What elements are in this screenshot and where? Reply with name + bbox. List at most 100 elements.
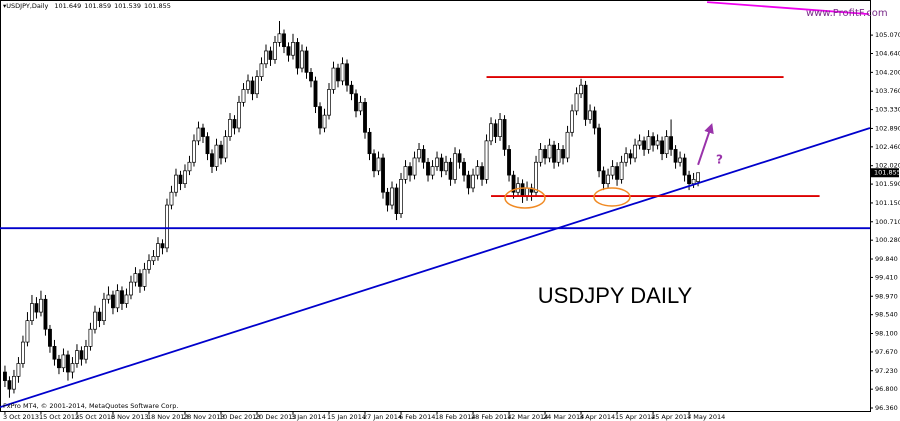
candle-body (79, 350, 84, 360)
candle-body (3, 371, 7, 381)
candle-body (250, 80, 255, 95)
candle-body (390, 187, 394, 206)
candle-body (691, 179, 696, 185)
symbol: USDJPY,Daily (6, 2, 48, 10)
candle-body (592, 110, 597, 129)
candle-body (453, 153, 457, 180)
candle-body (327, 89, 331, 116)
candle-body (313, 80, 318, 107)
candle-body (664, 136, 669, 155)
candle-body (120, 290, 124, 304)
candle-body (25, 320, 30, 343)
candle-body (7, 380, 12, 390)
candle-body (538, 149, 543, 163)
y-tick-label: 99.840 (875, 255, 898, 263)
y-tick-label: 100.280 (875, 236, 900, 244)
candle-body (651, 136, 655, 146)
y-tick-label: 105.070 (875, 31, 900, 39)
candle-body (367, 131, 372, 155)
candle-body (426, 161, 430, 176)
y-tick-label: 101.150 (875, 199, 900, 207)
candle-body (124, 294, 129, 304)
candle-body (682, 157, 687, 176)
question-mark: ? (716, 153, 723, 167)
plot-frame (0, 0, 871, 412)
candle-body (16, 363, 21, 377)
candle-body (588, 110, 592, 120)
candle-body (259, 63, 264, 77)
candle-body (165, 204, 169, 249)
last-price-label: 101.855 (874, 169, 900, 177)
y-tick-label: 96.360 (875, 404, 898, 412)
candle-body (399, 179, 403, 214)
candle-body (111, 294, 115, 309)
candle-body (507, 149, 511, 176)
candle-body (655, 140, 660, 146)
candle-body (349, 84, 354, 95)
candle-body (322, 114, 327, 129)
candle-body (291, 42, 295, 56)
candle-body (556, 149, 561, 163)
candle-body (534, 161, 538, 193)
candle-body (336, 67, 340, 82)
candle-body (484, 140, 489, 180)
candle-body (502, 119, 507, 150)
candle-body (192, 140, 196, 163)
x-tick-label: 12 Mar 2014 (507, 413, 548, 421)
candle-body (205, 136, 210, 155)
candle-body (210, 153, 214, 167)
candle-body (174, 174, 178, 193)
x-tick-label: 28 Feb 2014 (471, 413, 511, 421)
candle-body (102, 298, 106, 322)
candle-body (232, 119, 237, 129)
candle-body (480, 166, 484, 180)
candle-body (300, 50, 304, 69)
candle-body (138, 273, 142, 287)
candle-body (246, 80, 250, 90)
candle-body (115, 290, 120, 309)
trend-line (707, 1, 870, 16)
candle-body (169, 191, 174, 206)
y-tick-label: 97.230 (875, 367, 898, 375)
candle-body (318, 106, 322, 129)
candle-body (574, 93, 579, 112)
candle-body (628, 153, 633, 159)
candle-body (408, 166, 412, 176)
candle-body (417, 149, 421, 159)
candle-body (435, 157, 439, 167)
candle-body (196, 127, 201, 142)
candle-body (660, 140, 664, 155)
candle-body (228, 119, 232, 137)
candle-body (178, 174, 183, 185)
candle-body (633, 144, 637, 159)
x-tick-label: 15 Jan 2014 (327, 413, 366, 421)
candle-body (439, 157, 444, 172)
candle-body (187, 161, 192, 172)
candle-body (129, 281, 133, 296)
candle-body (255, 76, 259, 95)
candle-body (642, 140, 646, 150)
candle-body (61, 354, 66, 369)
high: 101.859 (84, 2, 111, 10)
x-tick-label: 6 Nov 2013 (111, 413, 149, 421)
candle-body (34, 303, 39, 313)
candle-body (601, 170, 606, 185)
y-tick-label: 103.330 (875, 106, 900, 114)
candle-body (214, 144, 219, 167)
candle-body (183, 170, 187, 185)
candle-body (223, 136, 228, 159)
candle-body (277, 33, 282, 43)
candle-body (106, 294, 111, 300)
candle-body (552, 144, 556, 163)
y-tick-label: 98.100 (875, 330, 898, 338)
candle-body (70, 363, 75, 373)
candle-body (687, 174, 691, 185)
x-tick-label: 15 Apr 2014 (615, 413, 655, 421)
candle-body (88, 328, 93, 347)
y-tick-label: 100.710 (875, 218, 900, 226)
candle-body (21, 341, 25, 364)
candle-body (462, 161, 466, 176)
candle-body (381, 157, 385, 193)
x-tick-label: 25 Oct 2013 (75, 413, 115, 421)
candle-body (561, 149, 565, 159)
